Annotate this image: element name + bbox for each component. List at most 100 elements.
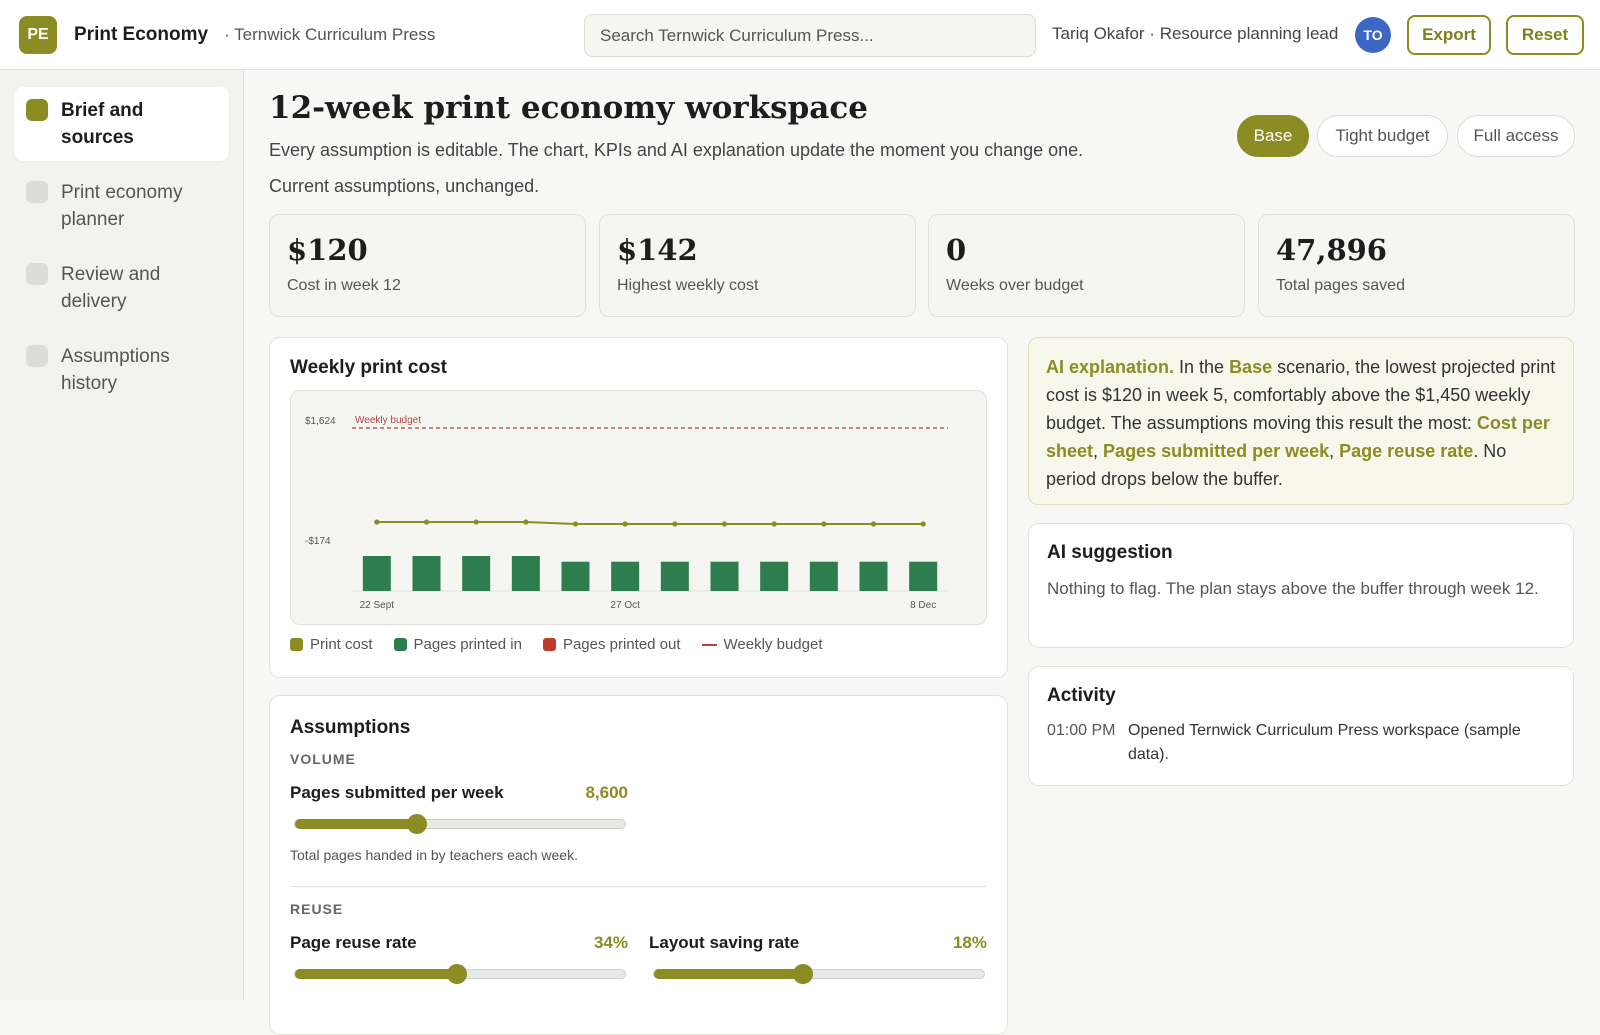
bar xyxy=(462,556,491,591)
ai-driver-page-reuse-rate[interactable]: Page reuse rate xyxy=(1339,441,1474,461)
budget-label: Weekly budget xyxy=(355,415,421,426)
slider-track[interactable] xyxy=(294,814,626,834)
sidebar-item-label: Print economy planner xyxy=(61,182,183,230)
sidebar-item-review-and-delivery[interactable]: Review and delivery xyxy=(14,251,229,325)
slider-label: Page reuse rate xyxy=(290,933,417,952)
section-label-volume: VOLUME xyxy=(290,751,356,767)
bar xyxy=(511,556,540,591)
ai-suggestion-text: Nothing to flag. The plan stays above th… xyxy=(1047,579,1539,598)
legend-item-pages-printed-out: Pages printed out xyxy=(542,636,681,653)
app-name: Print Economy xyxy=(74,23,209,45)
legend-label: Print cost xyxy=(310,636,373,653)
scenario-tight-budget-button[interactable]: Tight budget xyxy=(1317,115,1448,157)
reset-button[interactable]: Reset xyxy=(1506,15,1584,55)
step-indicator-icon xyxy=(26,99,48,121)
y-tick-label: $1,624 xyxy=(305,416,336,427)
org-name: · Ternwick Curriculum Press xyxy=(224,24,436,44)
bar xyxy=(660,561,689,591)
activity-card: Activity 01:00 PM Opened Ternwick Curric… xyxy=(1028,666,1574,786)
chart-area: $1,624 -$174 Weekly budget 22 Sept 27 Oct 8 D… xyxy=(290,390,987,625)
slider-track[interactable] xyxy=(294,964,626,984)
step-indicator-icon xyxy=(26,181,48,203)
slider-value: 18% xyxy=(952,933,987,952)
slider-value: 34% xyxy=(593,933,628,952)
ai-driver-pages-submitted[interactable]: Pages submitted per week xyxy=(1103,441,1330,461)
print-cost-point xyxy=(721,521,728,527)
ai-scenario-name: Base xyxy=(1229,357,1273,377)
weekly-print-cost-chart: $1,624 -$174 Weekly budget 22 Sept 27 Oct 8 D… xyxy=(305,415,948,611)
slider-handle[interactable] xyxy=(792,964,813,984)
sidebar-item-print-economy-planner[interactable]: Print economy planner xyxy=(14,169,229,243)
kpi-label: Weeks over budget xyxy=(946,277,1084,294)
activity-title: Activity xyxy=(1047,685,1116,706)
bar xyxy=(561,561,590,591)
step-indicator-icon xyxy=(26,345,48,367)
slider-fill xyxy=(295,819,418,829)
ai-driver-cost-per-sheet[interactable]: Cost per sheet xyxy=(1046,413,1550,461)
bar xyxy=(710,561,739,591)
bar xyxy=(809,561,838,591)
slider-page-reuse-rate: Page reuse rate 34% xyxy=(290,933,628,984)
sidebar-item-brief-and-sources[interactable]: Brief and sources xyxy=(14,87,229,161)
print-cost-point xyxy=(374,519,380,525)
kpi-value: $120 xyxy=(287,233,368,267)
chart-legend: Print cost Pages printed in Pages printe… xyxy=(290,636,843,653)
scenario-base-button[interactable]: Base xyxy=(1237,115,1309,157)
export-button[interactable]: Export xyxy=(1407,15,1491,55)
bar xyxy=(859,561,888,591)
sidebar-item-label: Assumptions history xyxy=(61,346,170,394)
activity-text: Opened Ternwick Curriculum Press workspa… xyxy=(1128,722,1521,763)
kpi-total-pages-saved: 47,896 Total pages saved xyxy=(1258,214,1575,317)
kpi-highest-weekly-cost: $142 Highest weekly cost xyxy=(599,214,916,317)
legend-label: Pages printed out xyxy=(562,636,681,653)
x-tick-label: 22 Sept xyxy=(360,600,395,611)
ai-suggestion-title: AI suggestion xyxy=(1047,542,1173,563)
sidebar-item-assumptions-history[interactable]: Assumptions history xyxy=(14,333,229,407)
kpi-value: 0 xyxy=(946,233,967,267)
print-cost-point xyxy=(572,521,579,527)
slider-track[interactable] xyxy=(653,964,985,984)
ai-text: In the xyxy=(1174,357,1230,377)
chart-title: Weekly print cost xyxy=(290,357,447,378)
slider-handle[interactable] xyxy=(407,814,428,834)
bar xyxy=(909,561,938,591)
slider-help-text: Total pages handed in by teachers each w… xyxy=(290,847,578,863)
bar xyxy=(611,561,640,591)
sidebar-item-label: Review and delivery xyxy=(61,264,161,312)
kpi-label: Highest weekly cost xyxy=(617,277,759,294)
kpi-value: $142 xyxy=(617,233,698,267)
ai-text: scenario, the lowest projected print cos… xyxy=(1046,357,1556,433)
print-cost-point xyxy=(771,521,777,527)
ai-explanation-panel: AI explanation. In the Base scenario, th… xyxy=(1028,337,1574,505)
app-logo[interactable]: PE xyxy=(19,15,57,54)
print-cost-point xyxy=(523,519,529,525)
ai-text: . No period drops below the buffer. xyxy=(1046,441,1507,489)
kpi-value: 47,896 xyxy=(1276,233,1387,267)
divider xyxy=(290,886,987,887)
print-cost-point xyxy=(672,521,678,527)
top-bar: PE Print Economy · Ternwick Curriculum P… xyxy=(0,0,1600,70)
slider-handle[interactable] xyxy=(446,964,467,984)
legend-item-weekly-budget: Weekly budget xyxy=(701,636,822,653)
print-cost-line xyxy=(376,521,924,525)
kpi-cost-week-12: $120 Cost in week 12 xyxy=(269,214,586,317)
print-cost-point xyxy=(920,521,926,527)
print-cost-point xyxy=(870,521,877,527)
print-cost-point xyxy=(423,519,430,525)
slider-pages-submitted: Pages submitted per week 8,600 Total pag… xyxy=(290,783,628,863)
scenario-full-access-button[interactable]: Full access xyxy=(1457,115,1575,157)
legend-swatch xyxy=(393,638,407,651)
assumptions-title: Assumptions xyxy=(290,717,411,738)
search-input[interactable] xyxy=(584,14,1036,57)
legend-swatch xyxy=(542,638,556,651)
activity-item: 01:00 PM Opened Ternwick Curriculum Pres… xyxy=(1047,719,1555,767)
step-indicator-icon xyxy=(26,263,48,285)
slider-value: 8,600 xyxy=(585,783,628,802)
y-tick-label: -$174 xyxy=(305,536,331,547)
bar xyxy=(760,561,789,591)
section-label-reuse: REUSE xyxy=(290,901,344,917)
ai-explanation-lead: AI explanation. xyxy=(1046,357,1175,377)
avatar[interactable]: TO xyxy=(1355,17,1391,53)
bar xyxy=(362,556,391,591)
legend-item-pages-printed-in: Pages printed in xyxy=(393,636,522,653)
